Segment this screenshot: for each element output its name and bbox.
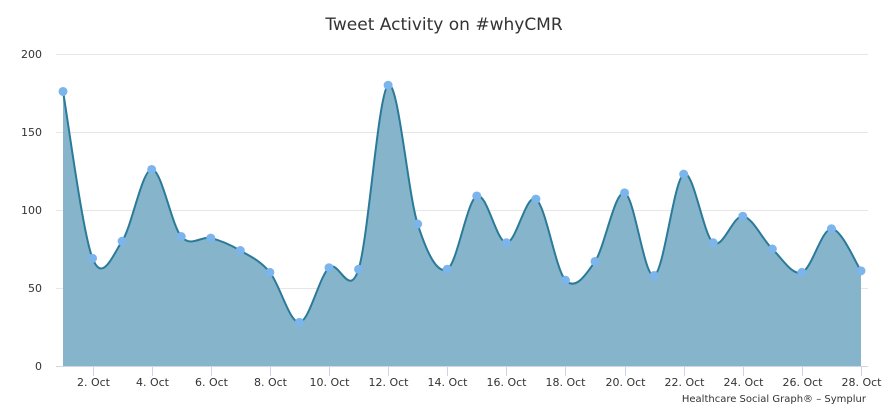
x-tick-label: 8. Oct xyxy=(254,376,288,389)
x-tick-label: 22. Oct xyxy=(664,376,705,389)
y-tick-label: 200 xyxy=(21,48,42,61)
data-point[interactable] xyxy=(58,86,68,96)
data-point[interactable] xyxy=(206,233,216,243)
data-point[interactable] xyxy=(354,264,364,274)
data-point[interactable] xyxy=(856,266,866,276)
y-tick-label: 0 xyxy=(35,360,42,373)
data-point[interactable] xyxy=(294,317,304,327)
y-tick-label: 150 xyxy=(21,126,42,139)
data-point[interactable] xyxy=(679,169,689,179)
x-tick-label: 4. Oct xyxy=(136,376,170,389)
data-point[interactable] xyxy=(767,244,777,254)
x-tick-label: 14. Oct xyxy=(427,376,468,389)
data-point[interactable] xyxy=(501,238,511,248)
x-tick-label: 16. Oct xyxy=(486,376,527,389)
x-tick-label: 12. Oct xyxy=(368,376,409,389)
x-tick-label: 6. Oct xyxy=(195,376,229,389)
chart-title: Tweet Activity on #whyCMR xyxy=(324,15,563,35)
x-tick-label: 26. Oct xyxy=(782,376,823,389)
data-point[interactable] xyxy=(147,164,157,174)
area-fill xyxy=(63,84,861,366)
y-tick-label: 100 xyxy=(21,204,42,217)
data-point[interactable] xyxy=(531,194,541,204)
credit-text[interactable]: Healthcare Social Graph® – Symplur xyxy=(682,394,867,405)
data-point[interactable] xyxy=(797,267,807,277)
data-point[interactable] xyxy=(176,232,186,242)
x-tick-label: 28. Oct xyxy=(841,376,882,389)
x-tick-label: 18. Oct xyxy=(545,376,586,389)
data-point[interactable] xyxy=(383,80,393,90)
x-tick-label: 20. Oct xyxy=(605,376,646,389)
x-tick-label: 10. Oct xyxy=(309,376,350,389)
x-tick-label: 2. Oct xyxy=(77,376,111,389)
data-point[interactable] xyxy=(738,211,748,221)
data-point[interactable] xyxy=(442,264,452,274)
data-point[interactable] xyxy=(117,236,127,246)
data-point[interactable] xyxy=(324,263,334,273)
data-point[interactable] xyxy=(826,224,836,234)
y-tick-label: 50 xyxy=(28,282,42,295)
data-point[interactable] xyxy=(590,256,600,266)
data-point[interactable] xyxy=(235,246,245,256)
data-point[interactable] xyxy=(88,253,98,263)
data-point[interactable] xyxy=(560,275,570,285)
data-point[interactable] xyxy=(620,188,630,198)
data-point[interactable] xyxy=(708,238,718,248)
data-point[interactable] xyxy=(472,191,482,201)
x-tick-label: 24. Oct xyxy=(723,376,764,389)
data-point[interactable] xyxy=(413,219,423,229)
data-point[interactable] xyxy=(265,267,275,277)
data-point[interactable] xyxy=(649,271,659,281)
